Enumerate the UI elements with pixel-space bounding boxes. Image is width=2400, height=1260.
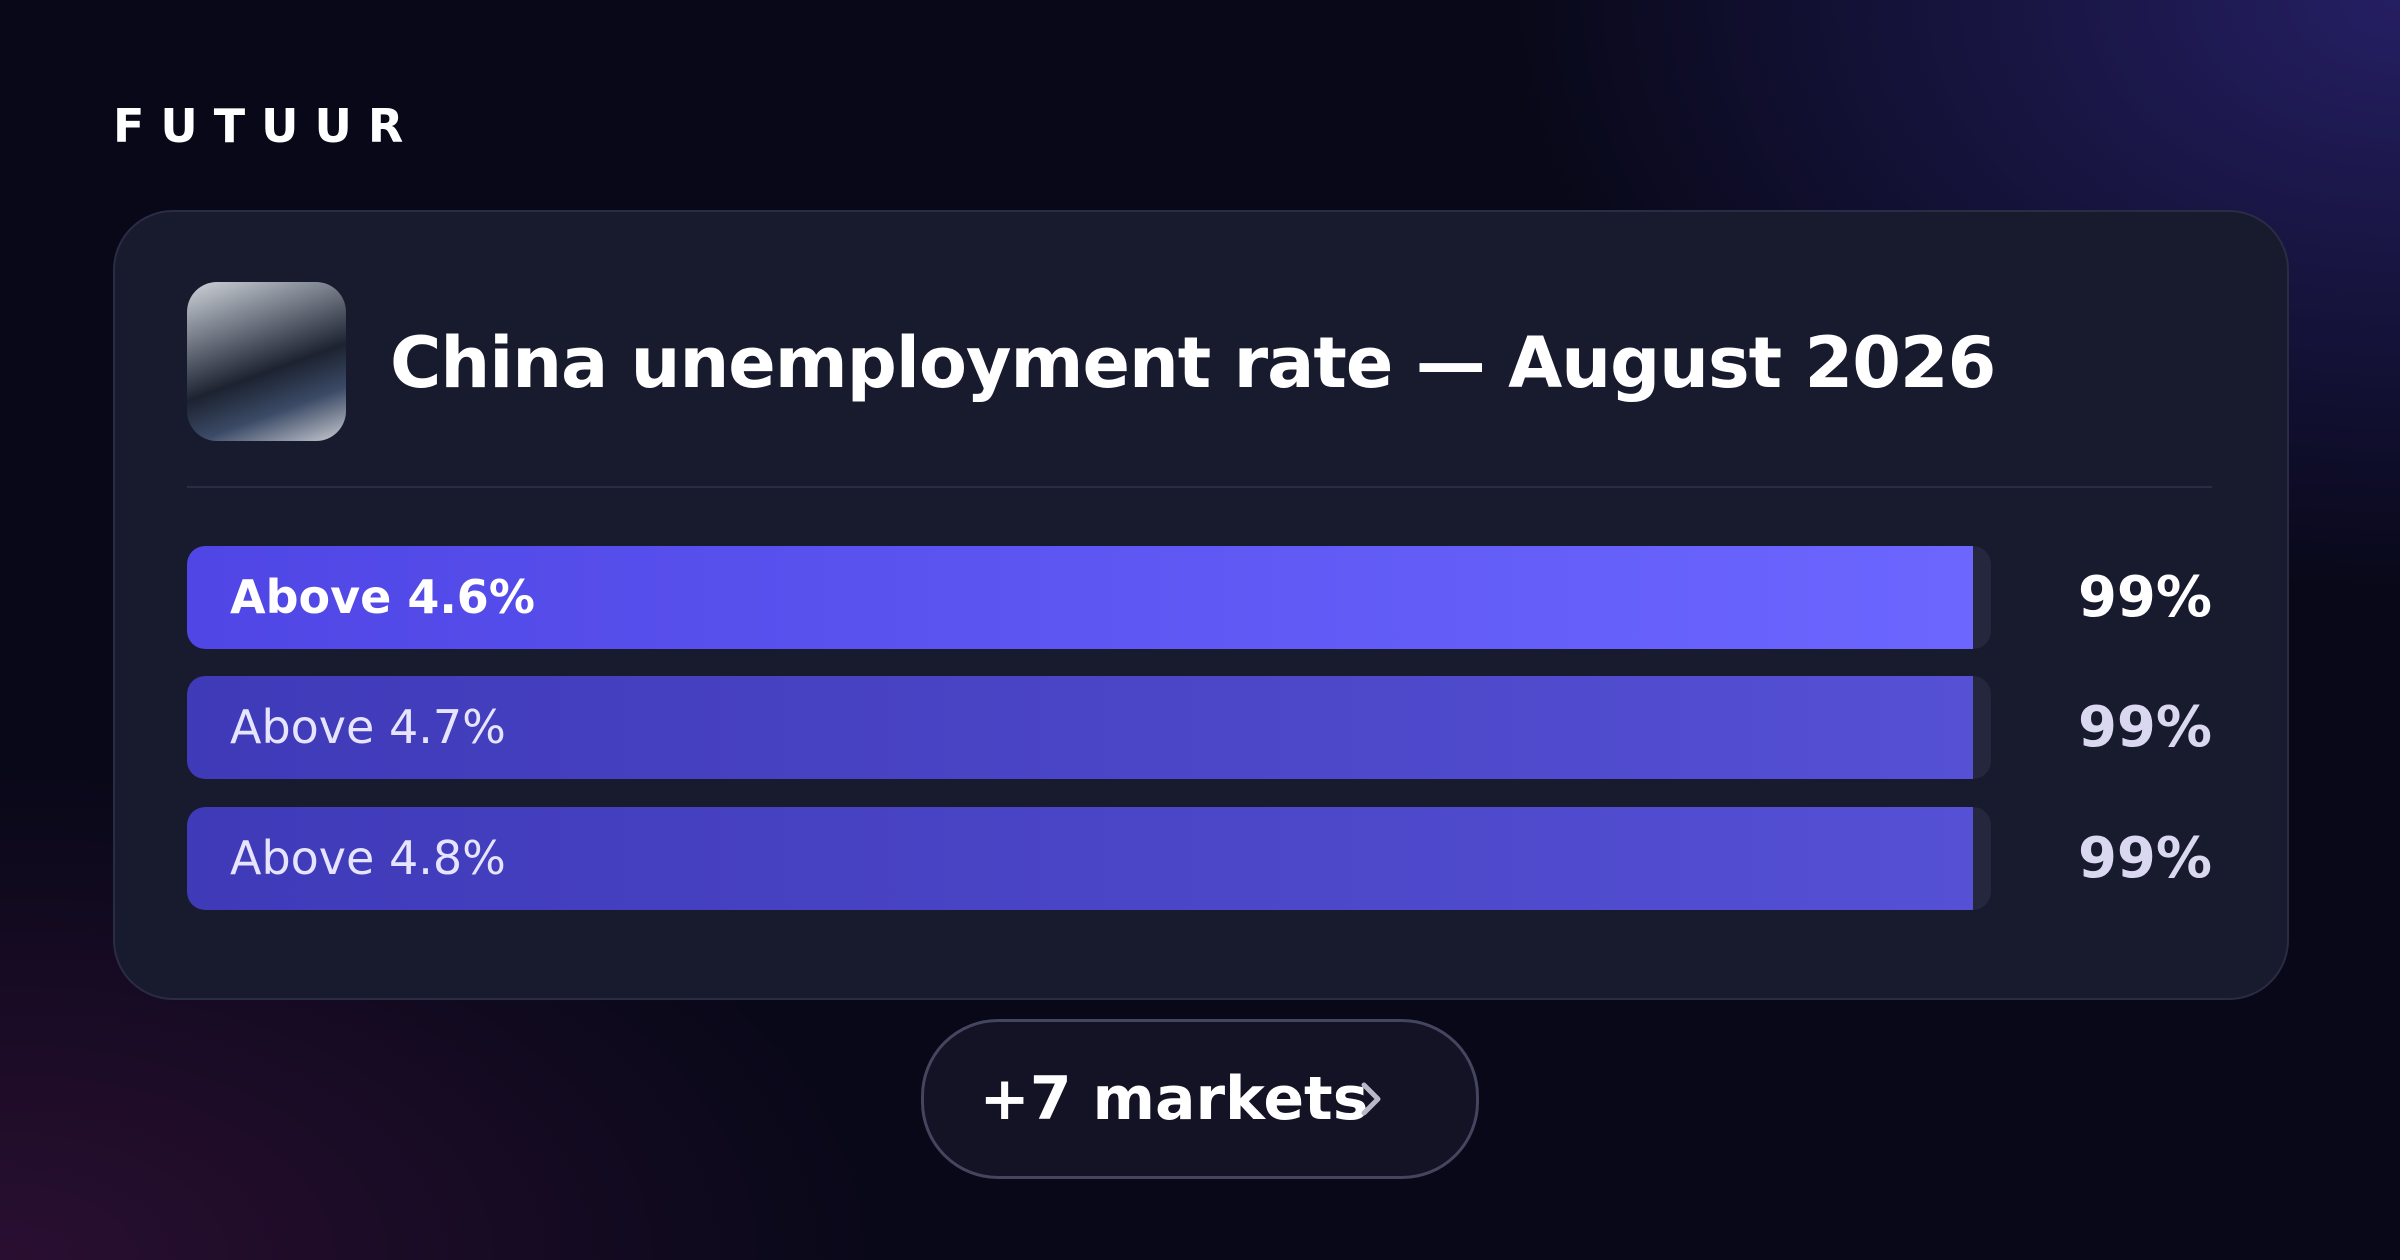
outcome-bar: [187, 676, 1973, 779]
outcome-probability: 99%: [2077, 695, 2212, 760]
outcome-probability: 99%: [2077, 826, 2212, 891]
market-title: China unemployment rate — August 2026: [390, 322, 1996, 404]
outcome-label: Above 4.7%: [230, 700, 506, 754]
outcome-bar: [187, 546, 1973, 649]
outcome-label: Above 4.8%: [230, 831, 506, 885]
chevron-icon: [1361, 1082, 1381, 1116]
market-image: [187, 282, 346, 441]
outcome-label: Above 4.6%: [230, 570, 535, 624]
outcome-probability: 99%: [2077, 565, 2212, 630]
divider: [187, 486, 2212, 488]
outcome-track: Above 4.8%: [187, 807, 1991, 910]
outcome-track: Above 4.7%: [187, 676, 1991, 779]
brand-logo: FUTUUR: [113, 99, 420, 153]
outcome-track: Above 4.6%: [187, 546, 1991, 649]
outcome-bar: [187, 807, 1973, 910]
button-label: +7 markets: [979, 1064, 1369, 1134]
more-markets-button[interactable]: +7 markets: [921, 1019, 1479, 1179]
